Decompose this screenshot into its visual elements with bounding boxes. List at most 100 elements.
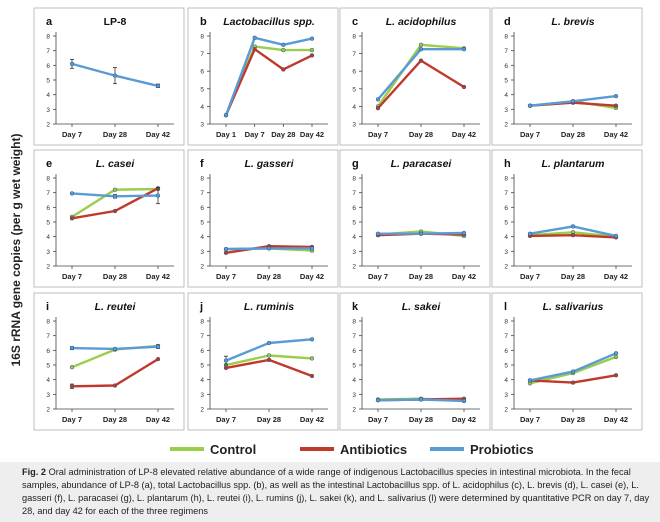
panel-letter: d (504, 16, 511, 28)
data-point-probiotics (418, 397, 424, 402)
panel-grid: a LP-8 2 3 4 5 6 7 8 Day 7 Day 28 Day 42 b Lactobacil… (33, 7, 643, 431)
y-tick-label: 2 (504, 264, 508, 271)
panel-i: i L. reutei 2 3 4 5 6 7 8 Day 7 Day 28 Day 42 (33, 292, 185, 431)
data-point-probiotics (266, 246, 272, 251)
x-tick-label: Day 42 (452, 415, 476, 424)
y-tick-label: 8 (504, 319, 508, 326)
x-tick-label: Day 28 (409, 272, 433, 281)
data-point-antibiotics (461, 84, 467, 90)
data-point-probiotics (418, 231, 424, 236)
y-tick-label: 7 (504, 190, 508, 197)
data-point-probiotics (112, 73, 118, 78)
y-tick-label: 2 (46, 407, 50, 414)
panel-d: d L. brevis 2 3 4 5 6 7 8 Day 7 Day 28 Day 42 (491, 7, 643, 146)
x-tick-label: Day 42 (604, 130, 628, 139)
x-tick-label: Day 28 (257, 272, 281, 281)
data-point-probiotics (461, 230, 467, 236)
y-tick-label: 7 (200, 333, 204, 340)
y-tick-label: 6 (200, 205, 204, 212)
x-tick-label: Day 7 (216, 272, 236, 281)
panel-letter: j (199, 301, 203, 313)
y-tick-label: 7 (46, 48, 50, 55)
panel-title: L. casei (96, 158, 136, 170)
panel-title: L. salivarius (543, 301, 604, 313)
panel-letter: c (352, 16, 358, 28)
data-point-probiotics (69, 191, 75, 196)
y-tick-label: 4 (200, 377, 204, 384)
y-tick-label: 8 (352, 34, 356, 41)
y-tick-label: 8 (504, 34, 508, 41)
data-point-probiotics (375, 231, 381, 236)
y-tick-label: 6 (504, 348, 508, 355)
legend-label-control: Control (210, 442, 256, 457)
y-tick-label: 5 (504, 363, 508, 370)
data-point-antibiotics (570, 233, 576, 238)
x-tick-label: Day 7 (62, 415, 82, 424)
y-tick-label: 8 (504, 176, 508, 183)
data-point-antibiotics (309, 373, 315, 379)
x-tick-label: Day 42 (300, 130, 324, 139)
x-tick-label: Day 28 (271, 130, 295, 139)
y-tick-label: 3 (46, 392, 50, 399)
panel-j: j L. ruminis 2 3 4 5 6 7 8 Day 7 Day 28 Day 42 (187, 292, 339, 431)
y-tick-label: 2 (352, 264, 356, 271)
data-point-control (613, 354, 619, 360)
panel-h: h L. plantarum 2 3 4 5 6 7 8 Day 7 Day 28 Day 42 (491, 149, 643, 288)
y-tick-label: 8 (352, 176, 356, 183)
data-point-control (309, 47, 315, 53)
panel-letter: i (46, 301, 49, 313)
y-tick-label: 3 (352, 249, 356, 256)
x-tick-label: Day 7 (520, 415, 540, 424)
y-tick-label: 2 (352, 407, 356, 414)
panel-frame (33, 7, 185, 146)
panel-frame (339, 7, 491, 146)
y-tick-label: 3 (504, 392, 508, 399)
x-tick-label: Day 7 (216, 415, 236, 424)
y-tick-label: 7 (200, 51, 204, 58)
y-tick-label: 5 (504, 220, 508, 227)
data-point-antibiotics (375, 106, 381, 111)
y-tick-label: 4 (352, 104, 356, 111)
y-tick-label: 4 (352, 377, 356, 384)
y-tick-label: 3 (352, 392, 356, 399)
data-point-antibiotics (309, 53, 315, 58)
panel-letter: l (504, 301, 507, 313)
data-point-antibiotics (613, 373, 619, 378)
panel-title: L. ruminis (244, 301, 294, 313)
data-point-probiotics (570, 224, 576, 229)
y-tick-label: 4 (46, 92, 50, 99)
data-point-probiotics (527, 378, 533, 383)
data-point-antibiotics (418, 58, 424, 63)
y-tick-label: 6 (504, 63, 508, 70)
panel-title: Lactobacillus spp. (223, 16, 315, 28)
y-tick-label: 2 (504, 122, 508, 129)
y-tick-label: 3 (352, 122, 356, 129)
y-tick-label: 6 (352, 69, 356, 76)
caption-text: Oral administration of LP-8 elevated rel… (22, 467, 650, 516)
y-tick-label: 3 (504, 107, 508, 114)
data-point-probiotics (527, 103, 533, 108)
x-tick-label: Day 42 (604, 415, 628, 424)
caption-fig-label: Fig. 2 (22, 467, 46, 477)
data-point-probiotics (281, 42, 286, 47)
y-tick-label: 6 (46, 63, 50, 70)
panel-letter: k (352, 301, 359, 313)
data-point-antibiotics (266, 357, 272, 363)
y-axis-label: 16S rRNA gene copies (per g wet weight) (9, 134, 23, 367)
panel-e: e L. casei 2 3 4 5 6 7 8 Day 7 Day 28 Day 42 (33, 149, 185, 288)
y-tick-label: 5 (352, 363, 356, 370)
panel-k: k L. sakei 2 3 4 5 6 7 8 Day 7 Day 28 Day 42 (339, 292, 491, 431)
y-tick-label: 3 (200, 122, 204, 129)
y-tick-label: 2 (46, 264, 50, 271)
x-tick-label: Day 42 (146, 415, 170, 424)
x-tick-label: Day 7 (245, 130, 265, 139)
y-tick-label: 4 (504, 92, 508, 99)
panel-frame (491, 7, 643, 146)
y-tick-label: 7 (352, 333, 356, 340)
data-point-antibiotics (155, 356, 161, 362)
data-point-probiotics (155, 344, 161, 349)
data-point-antibiotics (281, 67, 286, 72)
legend-label-probiotics: Probiotics (470, 442, 534, 457)
panel-title: L. paracasei (391, 158, 453, 170)
data-point-probiotics (375, 398, 381, 403)
